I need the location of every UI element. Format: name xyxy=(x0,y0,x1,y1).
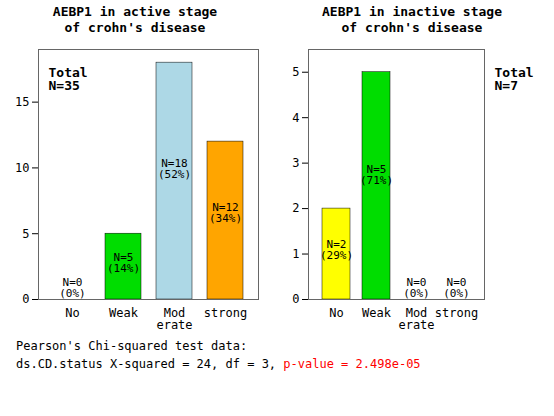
svg-text:0: 0 xyxy=(292,292,299,306)
svg-text:0: 0 xyxy=(22,292,29,306)
svg-text:strong: strong xyxy=(204,306,247,320)
svg-text:Moderate: Moderate xyxy=(156,306,192,332)
svg-text:N=0(0%): N=0(0%) xyxy=(59,275,86,299)
html-text:AEBP1 in inactive stage of cro: AEBP1 in inactive stage of crohn's disea… xyxy=(322,4,502,36)
svg-text:N=5(71%): N=5(71%) xyxy=(360,162,393,186)
svg-text:N=2(29%): N=2(29%) xyxy=(320,237,353,261)
svg-text:5: 5 xyxy=(22,226,29,240)
svg-text:No: No xyxy=(329,306,343,320)
svg-text:Weak: Weak xyxy=(362,306,392,320)
html-text:Pearson's Chi-squared test dat: Pearson's Chi-squared test data: xyxy=(16,338,248,353)
svg-text:strong: strong xyxy=(435,306,478,320)
svg-text:N=5(14%): N=5(14%) xyxy=(107,251,140,275)
svg-text:N=12(34%): N=12(34%) xyxy=(209,200,242,224)
svg-text:4: 4 xyxy=(292,110,299,124)
svg-text:N=0(0%): N=0(0%) xyxy=(443,275,470,299)
svg-text:TotalN=35: TotalN=35 xyxy=(49,64,88,92)
html-text:ds.CD.status X-squared = 24, d: ds.CD.status X-squared = 24, df = 3, p-v… xyxy=(16,356,421,371)
svg-text:1: 1 xyxy=(292,246,299,260)
svg-text:2: 2 xyxy=(292,201,299,215)
svg-text:Moderate: Moderate xyxy=(398,306,434,332)
html-text:AEBP1 in active stage of crohn: AEBP1 in active stage of crohn's disease xyxy=(52,4,218,36)
svg-text:N=18(52%): N=18(52%) xyxy=(158,157,191,181)
svg-text:Weak: Weak xyxy=(109,306,139,320)
svg-text:No: No xyxy=(65,306,79,320)
svg-text:5: 5 xyxy=(292,65,299,79)
svg-text:3: 3 xyxy=(292,155,299,169)
svg-text:N=0(0%): N=0(0%) xyxy=(403,275,430,299)
svg-text:TotalN=7: TotalN=7 xyxy=(495,64,534,92)
svg-text:10: 10 xyxy=(15,160,29,174)
svg-text:15: 15 xyxy=(15,94,29,108)
